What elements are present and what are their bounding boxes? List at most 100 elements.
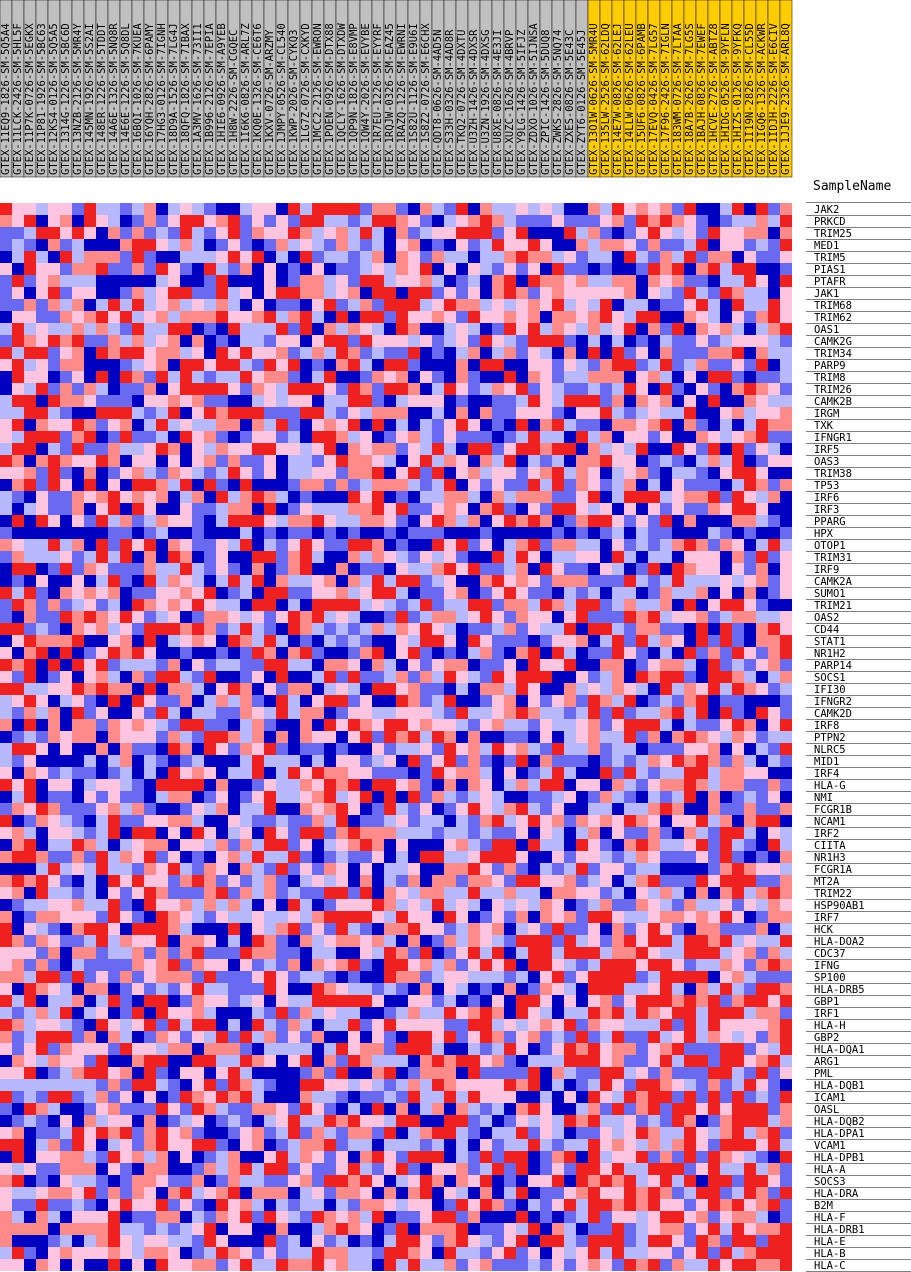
heatmap-cell: [84, 875, 96, 887]
heatmap-cell: [660, 743, 672, 755]
heatmap-cell: [96, 491, 108, 503]
heatmap-cell: [708, 899, 720, 911]
heatmap-cell: [780, 371, 792, 383]
heatmap-cell: [768, 299, 780, 311]
heatmap-cell: [648, 959, 660, 971]
heatmap-cell: [612, 203, 624, 215]
heatmap-cell: [372, 551, 384, 563]
heatmap-cell: [72, 299, 84, 311]
heatmap-cell: [168, 827, 180, 839]
heatmap-cell: [0, 779, 12, 791]
heatmap-cell: [48, 767, 60, 779]
heatmap-cell: [696, 347, 708, 359]
heatmap-cell: [684, 575, 696, 587]
heatmap-cell: [420, 779, 432, 791]
heatmap-cell: [444, 647, 456, 659]
heatmap-cell: [588, 239, 600, 251]
heatmap-cell: [552, 923, 564, 935]
heatmap-cell: [84, 383, 96, 395]
heatmap-cell: [504, 1019, 516, 1031]
heatmap-cell: [12, 287, 24, 299]
heatmap-cell: [756, 803, 768, 815]
heatmap-cell: [300, 1043, 312, 1055]
heatmap-cell: [588, 923, 600, 935]
heatmap-cell: [732, 599, 744, 611]
heatmap-cell: [348, 599, 360, 611]
heatmap-cell: [252, 347, 264, 359]
heatmap-cell: [0, 635, 12, 647]
heatmap-cell: [312, 1079, 324, 1091]
heatmap-cell: [564, 1019, 576, 1031]
heatmap-cell: [144, 395, 156, 407]
heatmap-cell: [480, 479, 492, 491]
heatmap-cell: [72, 371, 84, 383]
heatmap-cell: [528, 275, 540, 287]
heatmap-cell: [252, 839, 264, 851]
heatmap-cell: [12, 587, 24, 599]
heatmap-cell: [672, 1007, 684, 1019]
heatmap-cell: [684, 359, 696, 371]
heatmap-cell: [324, 923, 336, 935]
heatmap-cell: [768, 731, 780, 743]
heatmap-cell: [36, 563, 48, 575]
heatmap-cell: [540, 1055, 552, 1067]
heatmap-cell: [732, 1043, 744, 1055]
heatmap-cell: [672, 851, 684, 863]
heatmap-cell: [504, 659, 516, 671]
heatmap-cell: [408, 875, 420, 887]
heatmap-cell: [684, 1055, 696, 1067]
heatmap-cell: [0, 923, 12, 935]
heatmap-cell: [264, 239, 276, 251]
heatmap-cell: [216, 719, 228, 731]
heatmap-cell: [132, 359, 144, 371]
heatmap-cell: [0, 887, 12, 899]
heatmap-cell: [648, 767, 660, 779]
heatmap-cell: [492, 1079, 504, 1091]
heatmap-cell: [240, 731, 252, 743]
heatmap-cell: [252, 599, 264, 611]
heatmap-cell: [672, 947, 684, 959]
heatmap-cell: [204, 1007, 216, 1019]
heatmap-cell: [60, 863, 72, 875]
heatmap-cell: [168, 515, 180, 527]
heatmap-cell: [312, 263, 324, 275]
heatmap-cell: [720, 587, 732, 599]
heatmap-cell: [132, 923, 144, 935]
heatmap-cell: [552, 599, 564, 611]
heatmap-cell: [528, 863, 540, 875]
heatmap-cell: [0, 335, 12, 347]
heatmap-cell: [108, 839, 120, 851]
heatmap-cell: [756, 959, 768, 971]
heatmap-cell: [60, 539, 72, 551]
heatmap-cell: [636, 887, 648, 899]
heatmap-cell: [84, 839, 96, 851]
heatmap-cell: [756, 683, 768, 695]
heatmap-cell: [36, 851, 48, 863]
heatmap-cell: [540, 599, 552, 611]
heatmap-cell: [168, 683, 180, 695]
heatmap-cell: [108, 527, 120, 539]
heatmap-cell: [204, 383, 216, 395]
heatmap-cell: [564, 443, 576, 455]
heatmap-cell: [444, 455, 456, 467]
heatmap-cell: [240, 563, 252, 575]
heatmap-cell: [192, 911, 204, 923]
heatmap-cell: [468, 671, 480, 683]
heatmap-cell: [468, 539, 480, 551]
heatmap-cell: [144, 275, 156, 287]
heatmap-cell: [384, 851, 396, 863]
heatmap-cell: [312, 983, 324, 995]
heatmap-cell: [192, 575, 204, 587]
heatmap-cell: [468, 887, 480, 899]
heatmap-cell: [240, 851, 252, 863]
heatmap-cell: [312, 851, 324, 863]
heatmap-cell: [360, 815, 372, 827]
heatmap-cell: [588, 971, 600, 983]
heatmap-cell: [768, 539, 780, 551]
heatmap-cell: [624, 899, 636, 911]
heatmap-cell: [0, 911, 12, 923]
heatmap-cell: [648, 971, 660, 983]
heatmap-cell: [240, 755, 252, 767]
heatmap-cell: [288, 839, 300, 851]
heatmap-cell: [744, 1055, 756, 1067]
